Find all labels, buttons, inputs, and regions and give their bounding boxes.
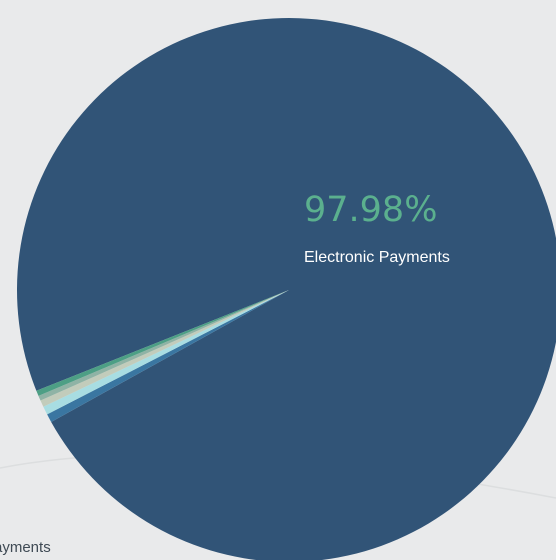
pie-slice-2 [47, 290, 290, 422]
pie-slices [17, 18, 556, 560]
pie-slice-1 [17, 18, 556, 560]
highlight-value-label: 97.98% [304, 190, 437, 230]
pie-slice-3 [43, 290, 289, 415]
pie-slice-5 [38, 290, 290, 401]
partial-label: ayments [0, 539, 51, 556]
highlight-name-label: Electronic Payments [304, 249, 450, 266]
pie-slice-6 [36, 290, 289, 396]
pie-slice-4 [40, 290, 290, 407]
